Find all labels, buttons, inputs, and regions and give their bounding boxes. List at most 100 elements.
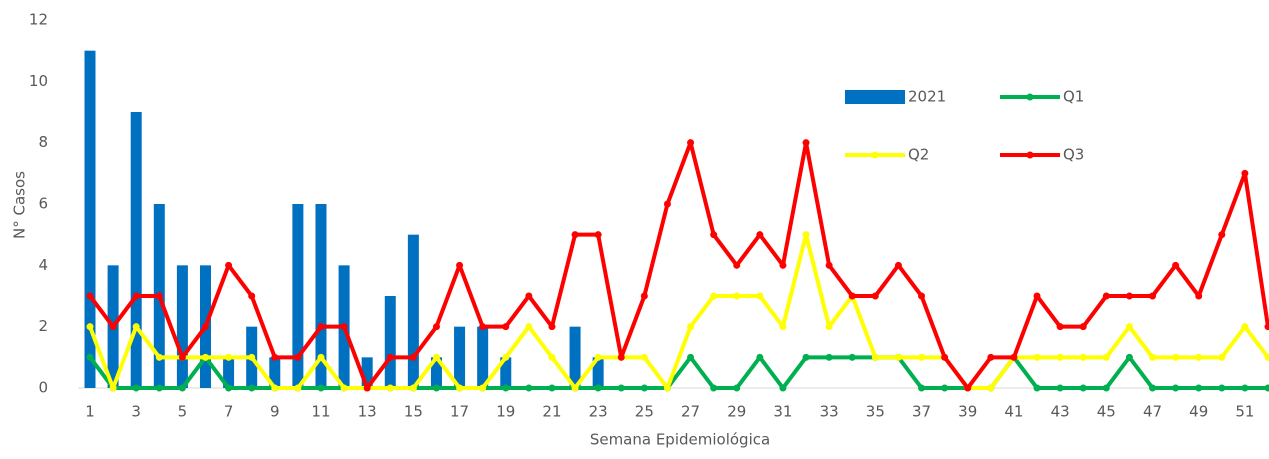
marker [710,293,717,300]
x-tick-label: 41 [1004,403,1023,421]
marker [225,385,232,392]
y-tick-label: 8 [38,133,48,151]
marker [826,354,833,361]
line [90,143,1268,388]
marker [710,385,717,392]
x-tick-label: 29 [727,403,746,421]
marker [548,323,555,330]
marker [1126,293,1133,300]
marker [433,385,440,392]
marker [779,262,786,269]
marker [987,385,994,392]
marker [225,354,232,361]
marker [1103,293,1110,300]
marker [110,323,117,330]
marker [1080,385,1087,392]
marker [1149,354,1156,361]
line [90,235,1268,388]
marker [872,354,879,361]
marker [1034,385,1041,392]
x-tick-label: 17 [450,403,469,421]
marker [572,231,579,238]
marker [202,354,209,361]
bar [177,265,188,388]
legend-label: Q3 [1063,146,1084,164]
marker [87,354,94,361]
marker [110,385,117,392]
marker [1195,354,1202,361]
marker [641,385,648,392]
marker [179,354,186,361]
marker [641,293,648,300]
marker [225,262,232,269]
x-tick-label: 15 [404,403,423,421]
marker [317,323,324,330]
marker [1080,354,1087,361]
marker [1034,354,1041,361]
marker [156,354,163,361]
marker [410,354,417,361]
marker [1195,385,1202,392]
marker [710,231,717,238]
marker [1057,354,1064,361]
marker [202,323,209,330]
marker [895,262,902,269]
marker [364,385,371,392]
marker [1149,293,1156,300]
bar [385,296,396,388]
marker [1195,293,1202,300]
marker [156,293,163,300]
marker [387,354,394,361]
legend-label: 2021 [908,88,946,106]
marker [525,385,532,392]
marker [1172,262,1179,269]
marker [1034,293,1041,300]
bar [570,327,581,388]
marker [341,385,348,392]
marker [803,354,810,361]
marker [1057,385,1064,392]
marker [918,293,925,300]
marker [779,323,786,330]
bar [131,112,142,388]
marker [1241,323,1248,330]
marker [1172,354,1179,361]
marker [803,139,810,146]
marker [664,385,671,392]
marker [294,385,301,392]
x-tick-label: 43 [1051,403,1070,421]
bar [477,327,488,388]
y-tick-label: 6 [38,195,48,213]
legend-label: Q2 [908,146,929,164]
x-tick-label: 39 [958,403,977,421]
marker [317,354,324,361]
marker [803,231,810,238]
marker [548,354,555,361]
marker [456,262,463,269]
marker [294,354,301,361]
y-tick-label: 10 [29,72,48,90]
x-tick-label: 47 [1143,403,1162,421]
x-axis-label: Semana Epidemiológica [590,431,770,449]
x-tick-label: 31 [773,403,792,421]
marker [1218,385,1225,392]
marker [826,323,833,330]
marker [433,354,440,361]
marker [987,354,994,361]
marker [502,323,509,330]
x-tick-label: 33 [820,403,839,421]
x-tick-label: 49 [1189,403,1208,421]
marker [1218,354,1225,361]
marker [1126,354,1133,361]
x-tick-label: 23 [589,403,608,421]
x-tick-label: 5 [178,403,188,421]
marker [479,323,486,330]
legend-marker [1027,152,1034,159]
marker [572,385,579,392]
marker [456,385,463,392]
marker [1080,323,1087,330]
marker [410,385,417,392]
marker [733,293,740,300]
marker [918,385,925,392]
x-tick-label: 9 [270,403,280,421]
